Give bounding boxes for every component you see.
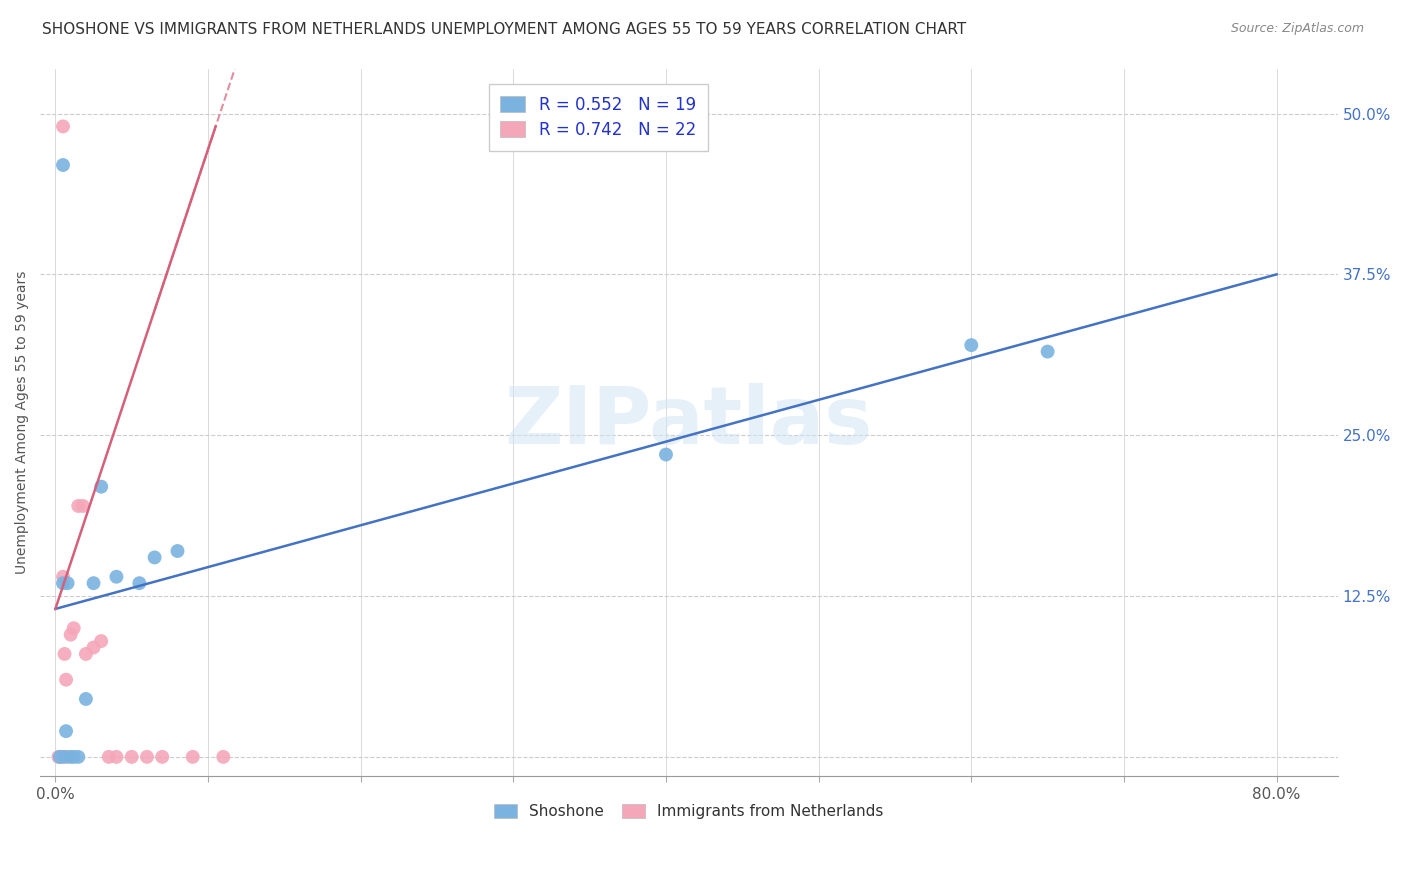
Text: SHOSHONE VS IMMIGRANTS FROM NETHERLANDS UNEMPLOYMENT AMONG AGES 55 TO 59 YEARS C: SHOSHONE VS IMMIGRANTS FROM NETHERLANDS … [42,22,966,37]
Point [56,750,79,764]
Point [150,750,173,764]
Point [62,750,84,764]
Point [166,544,188,558]
Point [655,448,678,462]
Point [83,576,105,591]
Point [72,499,94,513]
Point [51,750,73,764]
Point [121,750,143,764]
Point [49,750,72,764]
Point [128,576,150,591]
Point [143,550,166,565]
Point [75,647,97,661]
Point [56,576,79,591]
Point [52,576,75,591]
Point [52,158,75,172]
Text: Source: ZipAtlas.com: Source: ZipAtlas.com [1230,22,1364,36]
Y-axis label: Unemployment Among Ages 55 to 59 years: Unemployment Among Ages 55 to 59 years [15,270,30,574]
Point [49,750,72,764]
Point [52,570,75,584]
Point [53,647,76,661]
Point [90,634,112,648]
Point [212,750,235,764]
Point [55,724,77,739]
Point [59,750,82,764]
Point [53,750,76,764]
Point [75,692,97,706]
Point [90,480,112,494]
Point [67,499,90,513]
Point [55,673,77,687]
Point [62,621,84,635]
Text: ZIPatlas: ZIPatlas [505,384,873,461]
Legend: Shoshone, Immigrants from Netherlands: Shoshone, Immigrants from Netherlands [488,797,890,825]
Point [105,750,128,764]
Point [1036,344,1059,359]
Point [105,570,128,584]
Point [59,627,82,641]
Point [181,750,204,764]
Point [48,750,70,764]
Point [97,750,120,764]
Point [136,750,159,764]
Point [83,640,105,655]
Point [960,338,983,352]
Point [67,750,90,764]
Point [52,120,75,134]
